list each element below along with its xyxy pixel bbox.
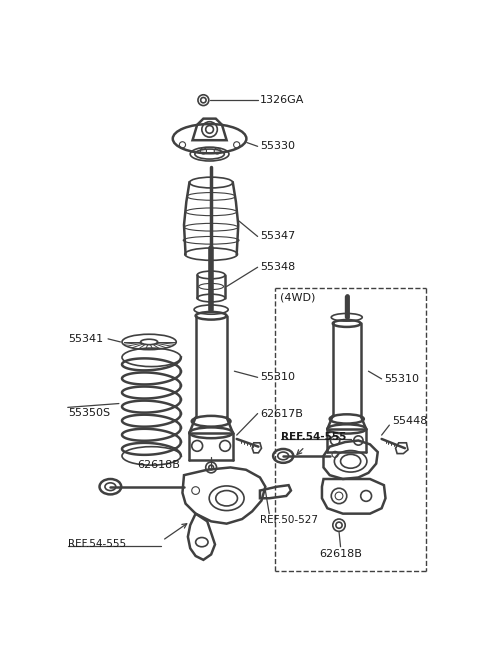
Text: 62618B: 62618B	[137, 460, 180, 470]
Text: 55330: 55330	[260, 141, 295, 151]
Text: REF.54-555: REF.54-555	[68, 538, 126, 549]
Text: (4WD): (4WD)	[280, 292, 315, 302]
Text: 55350S: 55350S	[68, 408, 110, 418]
Text: 55347: 55347	[260, 231, 295, 242]
Text: 55348: 55348	[260, 262, 295, 272]
Text: REF.50-527: REF.50-527	[260, 515, 318, 525]
Text: 62617B: 62617B	[260, 409, 303, 419]
Text: 55310: 55310	[384, 374, 419, 384]
Text: 55310: 55310	[260, 372, 295, 383]
Text: 55448: 55448	[392, 416, 427, 426]
Text: 62618B: 62618B	[319, 550, 362, 559]
Text: 55341: 55341	[68, 334, 103, 344]
Text: 1326GA: 1326GA	[260, 95, 304, 105]
Text: REF.54-555: REF.54-555	[281, 432, 346, 441]
